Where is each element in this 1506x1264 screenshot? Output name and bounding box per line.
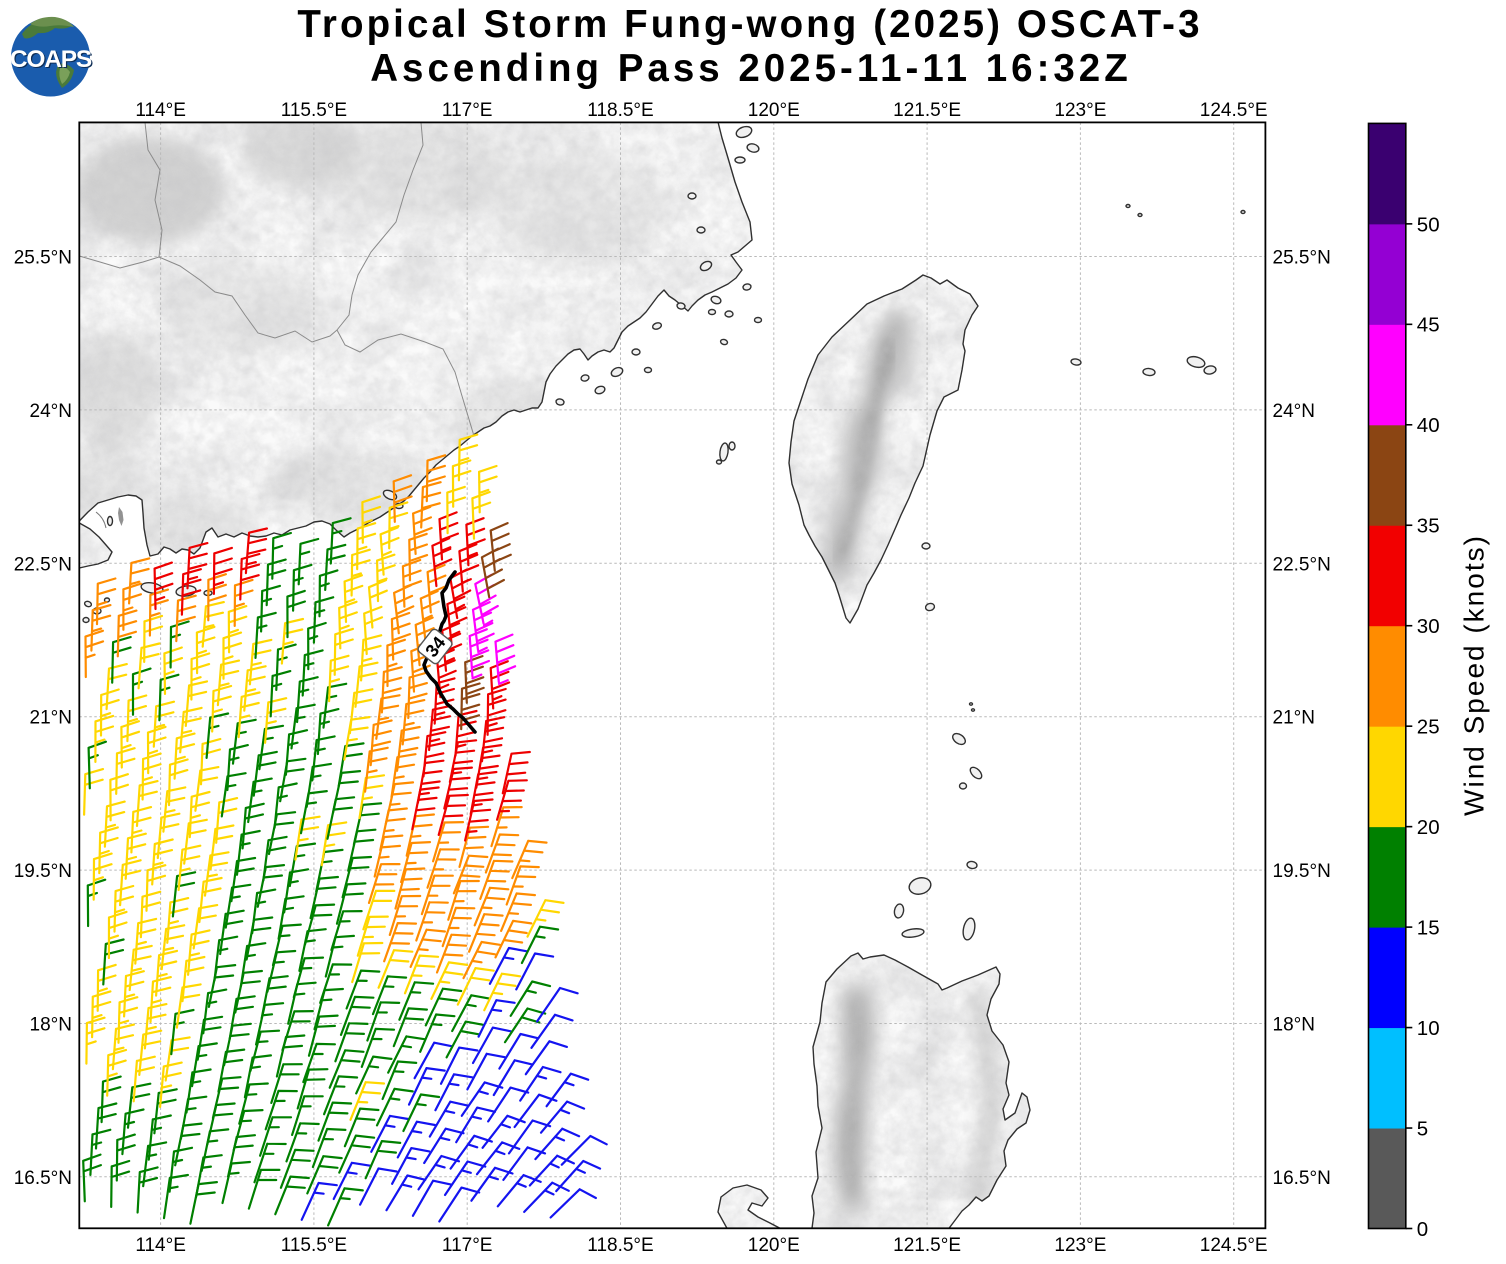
svg-text:35: 35 [1417, 515, 1440, 538]
svg-text:16.5°N: 16.5°N [14, 1168, 72, 1189]
svg-text:5: 5 [1417, 1117, 1428, 1140]
svg-text:18°N: 18°N [1273, 1015, 1315, 1036]
svg-text:Ascending Pass 2025-11-11 16:3: Ascending Pass 2025-11-11 16:32Z [370, 47, 1131, 90]
svg-text:0: 0 [1417, 1218, 1428, 1241]
svg-text:123°E: 123°E [1054, 1235, 1106, 1256]
svg-text:123°E: 123°E [1054, 100, 1106, 121]
svg-text:15: 15 [1417, 917, 1440, 940]
svg-text:118.5°E: 118.5°E [587, 100, 653, 121]
svg-text:120°E: 120°E [748, 100, 800, 121]
svg-text:25: 25 [1417, 716, 1440, 739]
svg-text:40: 40 [1417, 414, 1440, 437]
svg-text:10: 10 [1417, 1017, 1440, 1040]
svg-text:30: 30 [1417, 615, 1440, 638]
svg-text:22.5°N: 22.5°N [14, 554, 72, 575]
svg-text:22.5°N: 22.5°N [1273, 554, 1331, 575]
svg-text:25.5°N: 25.5°N [1273, 248, 1331, 269]
svg-text:114°E: 114°E [135, 1235, 186, 1256]
svg-text:24°N: 24°N [1273, 401, 1315, 422]
svg-text:124.5°E: 124.5°E [1200, 100, 1268, 121]
svg-text:COAPS: COAPS [11, 47, 93, 74]
svg-text:16.5°N: 16.5°N [1273, 1168, 1331, 1189]
svg-text:Tropical Storm Fung-wong (2025: Tropical Storm Fung-wong (2025) OSCAT-3 [297, 3, 1202, 46]
svg-text:19.5°N: 19.5°N [1273, 861, 1331, 882]
svg-text:20: 20 [1417, 816, 1440, 839]
svg-text:21°N: 21°N [1273, 708, 1315, 729]
svg-text:115.5°E: 115.5°E [281, 1235, 347, 1256]
svg-text:Wind Speed (knots): Wind Speed (knots) [1459, 534, 1490, 816]
svg-text:24°N: 24°N [30, 401, 72, 422]
svg-text:COAPS: COAPS [10, 46, 92, 73]
svg-text:50: 50 [1417, 213, 1440, 236]
svg-text:117°E: 117°E [442, 1235, 493, 1256]
svg-text:25.5°N: 25.5°N [14, 248, 72, 269]
svg-text:114°E: 114°E [135, 100, 186, 121]
svg-text:18°N: 18°N [30, 1015, 72, 1036]
svg-text:21°N: 21°N [30, 708, 72, 729]
svg-text:115.5°E: 115.5°E [281, 100, 347, 121]
svg-text:117°E: 117°E [442, 100, 493, 121]
svg-text:19.5°N: 19.5°N [14, 861, 72, 882]
svg-text:118.5°E: 118.5°E [587, 1235, 653, 1256]
svg-text:121.5°E: 121.5°E [893, 100, 961, 121]
svg-text:124.5°E: 124.5°E [1200, 1235, 1268, 1256]
svg-text:121.5°E: 121.5°E [893, 1235, 961, 1256]
svg-text:120°E: 120°E [748, 1235, 800, 1256]
svg-text:45: 45 [1417, 314, 1440, 337]
